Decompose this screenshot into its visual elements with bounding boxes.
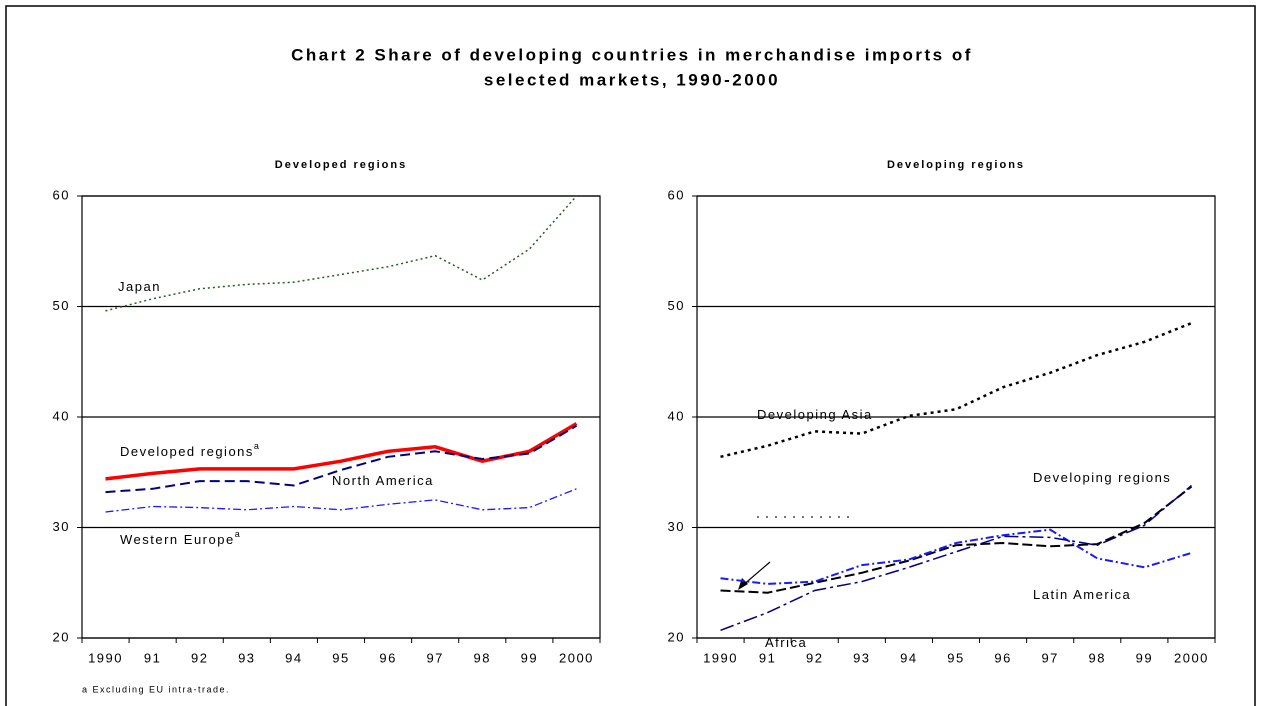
y-tick-label: 40 — [53, 408, 70, 423]
x-tick-label: 91 — [759, 650, 776, 665]
y-tick-label: 40 — [668, 408, 685, 423]
series-label: Western Europea — [120, 529, 241, 547]
x-tick-label: 95 — [947, 650, 964, 665]
plot-frame — [81, 195, 601, 639]
series-label-text: Developing regions — [1033, 470, 1171, 485]
y-tick-label: 60 — [668, 187, 685, 202]
y-tick-label: 60 — [53, 187, 70, 202]
series-label-text: Western Europe — [120, 532, 235, 547]
y-tick-label: 20 — [668, 629, 685, 644]
arrow-head — [738, 578, 748, 590]
x-tick-label: 2000 — [559, 650, 594, 665]
x-tick-label: 92 — [191, 650, 208, 665]
x-tick-label: 94 — [285, 650, 302, 665]
plot-frame — [696, 195, 1216, 639]
series-label-text: Developing Asia — [757, 407, 873, 422]
y-tick-label: 30 — [53, 519, 70, 534]
series-label-superscript: a — [254, 441, 261, 451]
series-label: Africa — [765, 635, 807, 650]
frame — [5, 5, 1256, 706]
series-label-text: Latin America — [1033, 587, 1131, 602]
series-line — [105, 488, 577, 513]
footnote: a Excluding EU intra-trade. — [82, 684, 230, 694]
series-label: Japan — [118, 279, 161, 294]
y-tick-label: 20 — [53, 629, 70, 644]
series-label: Developed regionsa — [120, 441, 260, 459]
series-label: North America — [332, 473, 434, 488]
chart-title: Chart 2 Share of developing countries in… — [291, 45, 973, 64]
x-tick-label: 99 — [1136, 650, 1153, 665]
x-tick-label: 98 — [1089, 650, 1106, 665]
panel-subtitle: Developed regions — [275, 159, 407, 171]
x-tick-label: 96 — [379, 650, 396, 665]
x-tick-label: 94 — [900, 650, 917, 665]
x-tick-label: 93 — [238, 650, 255, 665]
x-tick-label: 97 — [1041, 650, 1058, 665]
series-line — [720, 485, 1193, 594]
series-label: Developing Asia — [757, 407, 873, 422]
y-tick-label: 50 — [53, 298, 70, 313]
chart-title: selected markets, 1990-2000 — [484, 70, 780, 89]
x-tick-label: 92 — [806, 650, 823, 665]
panel-subtitle: Developing regions — [887, 159, 1025, 171]
y-tick-label: 50 — [668, 298, 685, 313]
x-tick-label: 96 — [994, 650, 1011, 665]
series-label-superscript: a — [235, 529, 242, 539]
series-label-text: Developed regions — [120, 444, 254, 459]
x-tick-label: 93 — [853, 650, 870, 665]
series-line — [720, 528, 1192, 585]
x-tick-label: 97 — [426, 650, 443, 665]
x-tick-label: 91 — [144, 650, 161, 665]
x-tick-label: 95 — [332, 650, 349, 665]
series-line — [720, 484, 1192, 632]
arrow — [741, 561, 771, 587]
x-tick-label: 1990 — [88, 650, 123, 665]
series-label-text: North America — [332, 473, 434, 488]
x-tick-label: 99 — [521, 650, 538, 665]
x-tick-label: 98 — [474, 650, 491, 665]
series-label-text: Japan — [118, 279, 161, 294]
series-label: Developing regions — [1033, 470, 1171, 485]
x-tick-label: 2000 — [1174, 650, 1209, 665]
series-line — [720, 321, 1192, 459]
y-tick-label: 30 — [668, 519, 685, 534]
series-label: Latin America — [1033, 587, 1131, 602]
series-line — [105, 424, 578, 494]
series-label-text: Africa — [765, 635, 807, 650]
x-tick-label: 1990 — [703, 650, 738, 665]
series-line — [105, 195, 578, 312]
